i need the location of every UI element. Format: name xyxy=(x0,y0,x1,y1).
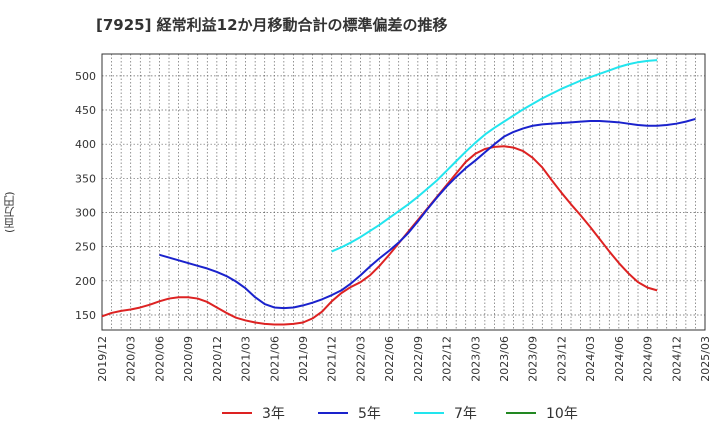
x-tick-label: 2025/03 xyxy=(699,336,712,382)
legend-label: 10年 xyxy=(546,406,578,422)
y-tick-label: 450 xyxy=(75,104,96,117)
x-tick-label: 2020/06 xyxy=(153,336,166,382)
plot-area xyxy=(102,54,705,330)
x-tick-label: 2024/03 xyxy=(584,336,597,382)
x-tick-label: 2024/12 xyxy=(670,336,683,382)
y-tick-label: 350 xyxy=(75,172,96,185)
y-tick-label: 200 xyxy=(75,275,96,288)
x-tick-label: 2022/06 xyxy=(383,336,396,382)
x-tick-label: 2021/12 xyxy=(326,336,339,382)
plot-frame xyxy=(101,53,706,331)
x-tick-label: 2020/12 xyxy=(211,336,224,382)
x-tick-label: 2021/09 xyxy=(297,336,310,382)
series-line-2 xyxy=(331,59,658,253)
x-tick-label: 2023/06 xyxy=(498,336,511,382)
x-tick-label: 2019/12 xyxy=(96,336,109,382)
x-tick-label: 2023/12 xyxy=(555,336,568,382)
x-tick-label: 2020/03 xyxy=(125,336,138,382)
y-tick-label: 250 xyxy=(75,241,96,254)
y-tick-label: 400 xyxy=(75,138,96,151)
x-tick-label: 2021/03 xyxy=(240,336,253,382)
y-tick-label: 300 xyxy=(75,206,96,219)
y-tick-label: 150 xyxy=(75,309,96,322)
x-tick-label: 2023/03 xyxy=(469,336,482,382)
chart-title: [7925] 経常利益12か月移動合計の標準偏差の推移 xyxy=(96,16,448,34)
legend-label: 5年 xyxy=(358,406,381,422)
x-tick-label: 2022/09 xyxy=(412,336,425,382)
x-tick-label: 2020/09 xyxy=(182,336,195,382)
y-tick-label: 500 xyxy=(75,70,96,83)
series-line-0 xyxy=(101,145,658,326)
x-tick-label: 2022/03 xyxy=(354,336,367,382)
x-tick-label: 2024/06 xyxy=(613,336,626,382)
legend-label: 3年 xyxy=(262,406,285,422)
x-tick-label: 2023/09 xyxy=(527,336,540,382)
series-line-1 xyxy=(159,117,696,310)
x-tick-label: 2024/09 xyxy=(642,336,655,382)
legend-label: 7年 xyxy=(454,406,477,422)
x-tick-label: 2021/06 xyxy=(268,336,281,382)
x-tick-label: 2022/12 xyxy=(441,336,454,382)
